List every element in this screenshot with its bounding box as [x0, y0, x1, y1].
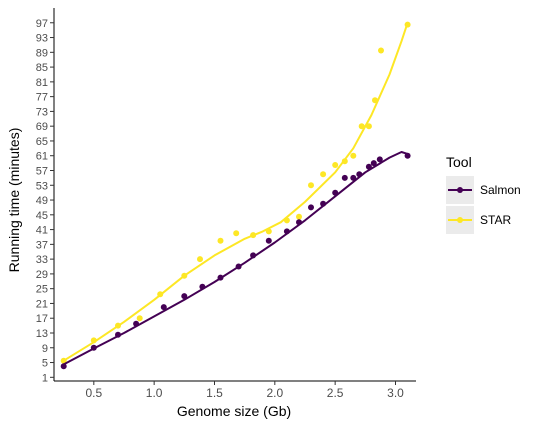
- point-star: [358, 123, 365, 130]
- y-tick-label: 77: [36, 92, 48, 104]
- point-star: [181, 272, 188, 279]
- y-tick-label: 81: [36, 77, 48, 89]
- legend-title: Tool: [446, 154, 472, 170]
- point-star: [136, 315, 143, 322]
- point-salmon: [320, 200, 327, 207]
- y-tick-label: 1: [42, 372, 48, 384]
- y-axis: 1 5 9 13 17 21 25 29 33 37 41 45 49 53 57 61 65 69 73 77 81 8…: [36, 8, 55, 384]
- x-tick-label: 0.5: [85, 386, 102, 400]
- y-tick-label: 97: [36, 18, 48, 30]
- y-tick-label: 25: [36, 284, 48, 296]
- series-layer: [60, 21, 411, 370]
- point-salmon: [217, 274, 224, 281]
- point-star: [332, 162, 339, 168]
- point-star: [157, 291, 164, 298]
- point-salmon: [296, 219, 302, 226]
- point-star: [378, 47, 384, 54]
- x-tick-label: 1.0: [146, 386, 163, 400]
- point-star: [250, 232, 257, 239]
- point-star: [296, 213, 302, 220]
- point-salmon: [376, 156, 383, 163]
- x-tick-label: 2.0: [266, 386, 283, 400]
- y-tick-label: 85: [36, 62, 48, 74]
- y-tick-label: 21: [36, 298, 48, 310]
- point-salmon: [250, 252, 257, 259]
- x-tick-label: 3.0: [387, 386, 404, 400]
- point-salmon: [160, 304, 167, 311]
- y-tick-label: 89: [36, 47, 48, 59]
- point-star: [341, 158, 348, 165]
- point-star: [350, 152, 357, 159]
- point-salmon: [133, 320, 140, 327]
- x-tick-label: 2.5: [327, 386, 344, 400]
- y-tick-label: 5: [42, 358, 48, 370]
- y-tick-label: 73: [36, 106, 48, 118]
- y-tick-label: 57: [36, 165, 48, 177]
- y-tick-label: 45: [36, 210, 48, 222]
- point-star: [283, 217, 290, 224]
- y-axis-title: Running time (minutes): [6, 128, 22, 273]
- trend-line-star: [63, 22, 409, 362]
- point-salmon: [308, 204, 314, 211]
- x-axis: 0.5 1.0 1.5 2.0 2.5 3.0: [54, 380, 416, 400]
- point-salmon: [199, 283, 206, 290]
- point-salmon: [365, 163, 372, 170]
- point-salmon: [115, 331, 121, 338]
- legend-dot-salmon: [457, 187, 463, 193]
- trend-line-salmon: [63, 151, 408, 366]
- point-star: [217, 237, 224, 244]
- legend-label-star: STAR: [480, 213, 511, 227]
- point-salmon: [235, 263, 242, 270]
- point-salmon: [341, 174, 348, 181]
- x-tick-label: 1.5: [206, 386, 223, 400]
- series-salmon: [60, 151, 411, 370]
- point-salmon: [332, 189, 339, 196]
- y-tick-label: 69: [36, 121, 48, 133]
- legend: Tool Salmon STAR: [446, 154, 521, 234]
- point-salmon: [350, 174, 357, 181]
- point-salmon: [370, 160, 377, 167]
- y-tick-label: 53: [36, 180, 48, 192]
- point-star: [60, 357, 67, 364]
- point-star: [197, 256, 203, 263]
- y-tick-label: 49: [36, 195, 48, 207]
- legend-label-salmon: Salmon: [480, 183, 521, 197]
- point-star: [320, 171, 327, 178]
- point-star: [404, 21, 411, 28]
- y-tick-label: 9: [42, 343, 48, 355]
- series-star: [60, 21, 411, 364]
- point-salmon: [404, 152, 411, 159]
- y-tick-label: 33: [36, 254, 48, 266]
- point-salmon: [265, 237, 272, 244]
- point-star: [115, 322, 121, 329]
- point-salmon: [356, 171, 363, 178]
- y-tick-label: 13: [36, 328, 48, 340]
- y-tick-label: 93: [36, 33, 48, 45]
- point-star: [372, 97, 378, 104]
- y-tick-label: 37: [36, 239, 48, 251]
- y-tick-label: 29: [36, 269, 48, 281]
- point-salmon: [90, 344, 97, 351]
- point-salmon: [283, 228, 290, 235]
- point-star: [365, 123, 372, 130]
- point-salmon: [181, 293, 188, 300]
- point-star: [233, 230, 240, 237]
- legend-dot-star: [457, 217, 463, 223]
- point-star: [308, 182, 314, 189]
- y-tick-label: 41: [36, 225, 48, 237]
- y-tick-label: 61: [36, 151, 48, 163]
- y-tick-label: 17: [36, 313, 48, 325]
- point-star: [265, 228, 272, 235]
- y-tick-label: 65: [36, 136, 48, 148]
- x-axis-title: Genome size (Gb): [177, 403, 291, 419]
- point-star: [90, 337, 97, 344]
- point-salmon: [60, 363, 67, 370]
